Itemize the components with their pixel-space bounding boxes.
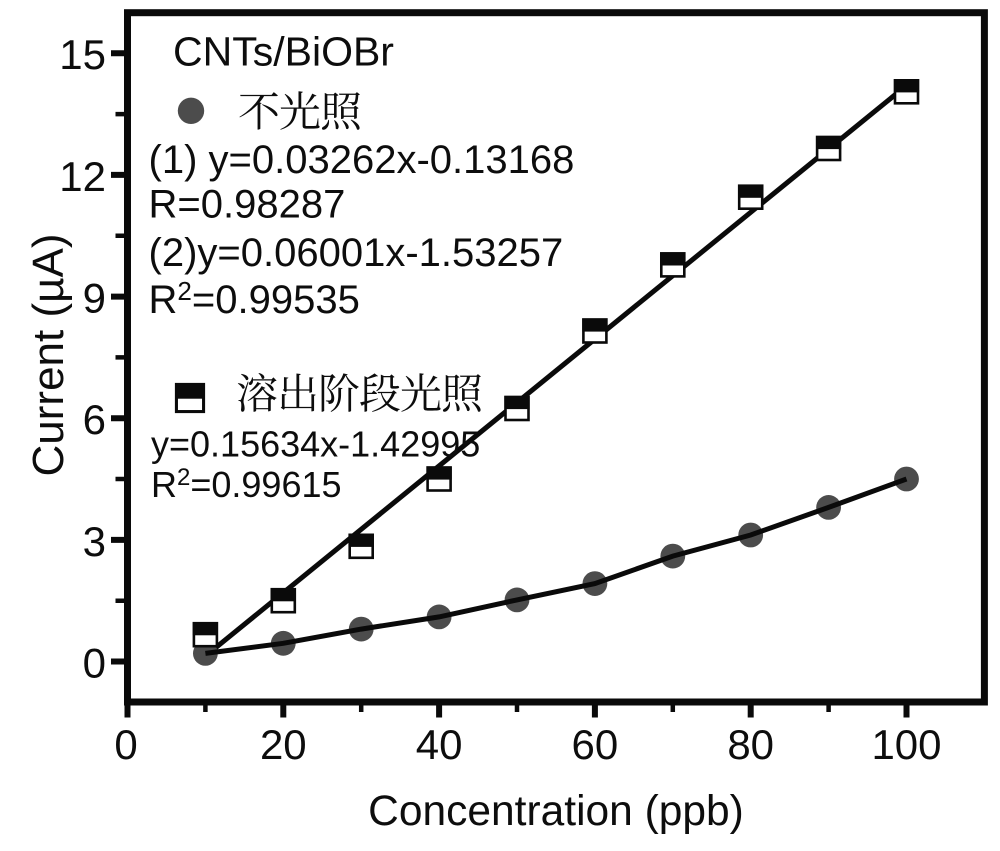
svg-text:(2)y=0.06001x-1.53257: (2)y=0.06001x-1.53257 <box>149 231 564 275</box>
svg-text:0: 0 <box>83 640 106 687</box>
svg-text:40: 40 <box>416 721 463 768</box>
svg-text:9: 9 <box>83 275 106 322</box>
svg-text:80: 80 <box>727 721 774 768</box>
svg-text:60: 60 <box>572 721 619 768</box>
svg-text:Concentration (ppb): Concentration (ppb) <box>368 788 744 835</box>
svg-text:y=0.15634x-1.42995: y=0.15634x-1.42995 <box>151 424 480 465</box>
svg-text:3: 3 <box>83 518 106 565</box>
svg-text:15: 15 <box>59 31 106 78</box>
svg-text:20: 20 <box>260 721 307 768</box>
svg-text:12: 12 <box>59 153 106 200</box>
svg-text:R2=0.99615: R2=0.99615 <box>151 464 342 505</box>
svg-text:R=0.98287: R=0.98287 <box>149 183 346 227</box>
svg-text:(1) y=0.03262x-0.13168: (1) y=0.03262x-0.13168 <box>149 138 575 182</box>
svg-text:100: 100 <box>871 721 941 768</box>
svg-text:CNTs/BiOBr: CNTs/BiOBr <box>173 29 394 75</box>
svg-text:R2=0.99535: R2=0.99535 <box>149 276 360 322</box>
svg-text:Current (µA): Current (µA) <box>24 234 73 477</box>
svg-text:0: 0 <box>114 721 137 768</box>
svg-text:6: 6 <box>83 396 106 443</box>
